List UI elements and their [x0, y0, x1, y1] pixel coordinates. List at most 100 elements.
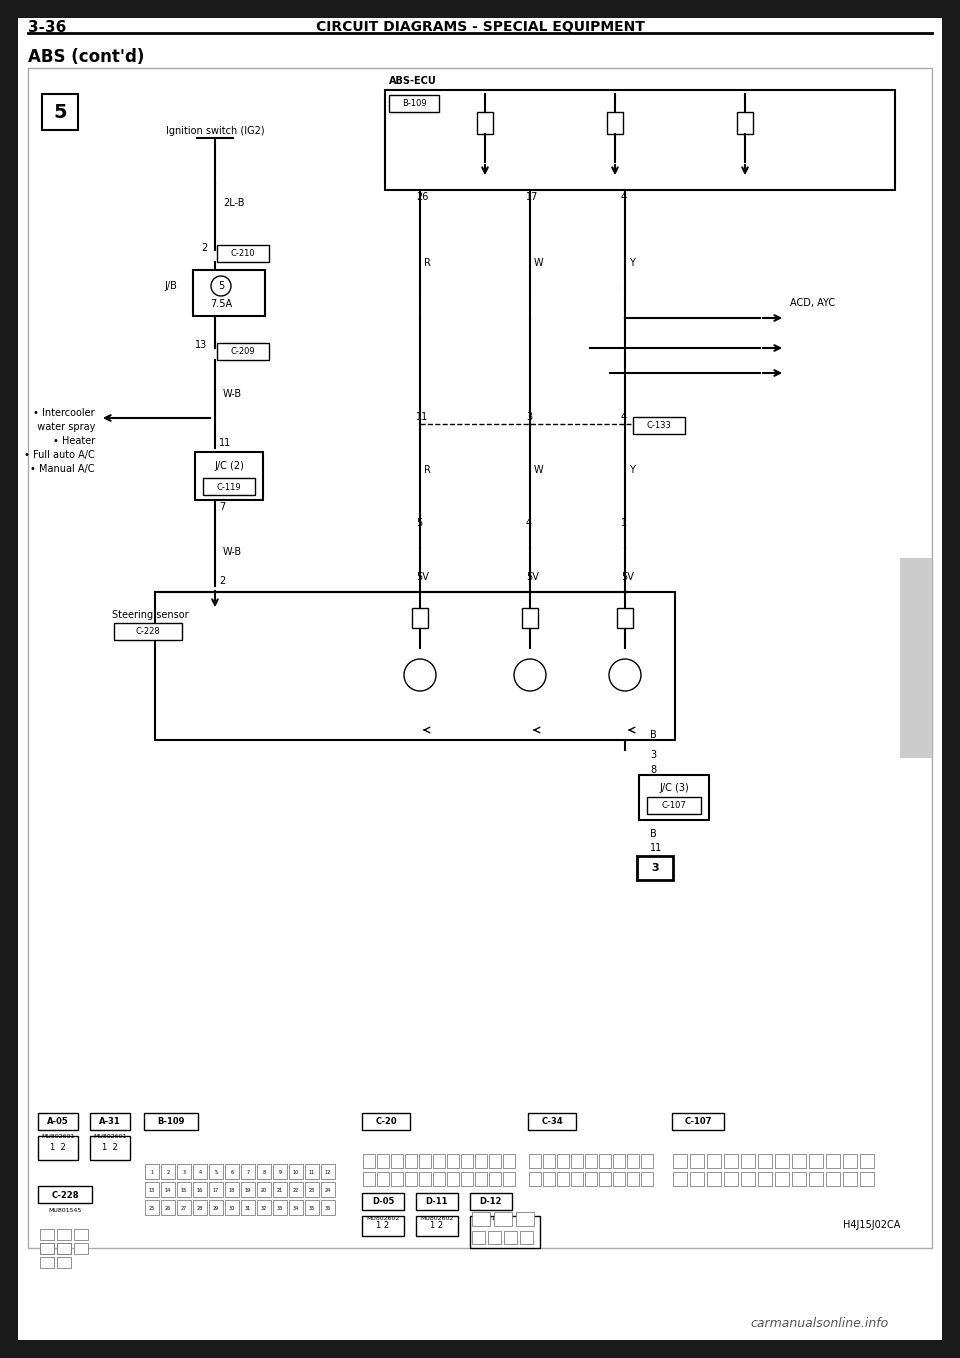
Bar	[321, 1181, 335, 1196]
Bar	[489, 1172, 501, 1186]
Bar	[775, 1172, 789, 1186]
Bar	[489, 1154, 501, 1168]
Bar	[503, 1154, 515, 1168]
Text: W-B: W-B	[223, 547, 242, 557]
Bar	[641, 1154, 653, 1168]
Text: 3: 3	[182, 1169, 185, 1175]
Bar	[724, 1172, 738, 1186]
Bar	[321, 1164, 335, 1179]
Text: B: B	[650, 828, 657, 839]
Text: A-05: A-05	[47, 1118, 69, 1127]
Bar	[385, 90, 895, 190]
Bar	[809, 1172, 823, 1186]
Text: 13: 13	[195, 340, 207, 350]
Bar	[145, 1164, 159, 1179]
Bar	[416, 1192, 458, 1210]
Bar	[641, 1172, 653, 1186]
Text: 2L-B: 2L-B	[223, 198, 245, 208]
Bar	[305, 1181, 319, 1196]
Bar	[557, 1154, 569, 1168]
Bar	[257, 1181, 271, 1196]
Bar	[792, 1154, 806, 1168]
Bar	[161, 1181, 175, 1196]
Text: 17: 17	[526, 191, 539, 202]
Text: 5V: 5V	[416, 572, 429, 583]
Text: 11: 11	[309, 1169, 315, 1175]
Text: MU802602: MU802602	[420, 1215, 454, 1221]
Bar	[627, 1172, 639, 1186]
Text: 11: 11	[416, 411, 428, 422]
Bar	[40, 1243, 54, 1253]
Text: 7: 7	[247, 1169, 250, 1175]
Text: 5V: 5V	[621, 572, 634, 583]
Text: 18: 18	[228, 1187, 235, 1192]
Text: B: B	[650, 731, 657, 740]
Text: C-228: C-228	[135, 627, 160, 637]
Text: W: W	[534, 464, 543, 475]
Bar	[241, 1164, 255, 1179]
Text: 24: 24	[324, 1187, 331, 1192]
Text: J/C (2): J/C (2)	[214, 460, 244, 471]
Text: 25: 25	[149, 1206, 156, 1210]
Text: 2: 2	[201, 243, 207, 253]
Circle shape	[404, 659, 436, 691]
Text: 14: 14	[165, 1187, 171, 1192]
Text: Ignition switch (IG2): Ignition switch (IG2)	[166, 126, 264, 136]
Bar	[520, 1230, 533, 1244]
Bar	[472, 1230, 485, 1244]
Bar	[503, 1172, 515, 1186]
Bar	[28, 68, 932, 1248]
Bar	[860, 1172, 874, 1186]
Bar	[690, 1172, 704, 1186]
Text: 5: 5	[416, 517, 422, 528]
Bar	[758, 1154, 772, 1168]
Bar	[627, 1154, 639, 1168]
Bar	[637, 856, 673, 880]
Bar	[40, 1229, 54, 1240]
Text: Y: Y	[629, 258, 635, 268]
Bar	[40, 1258, 54, 1268]
Bar	[57, 1243, 71, 1253]
Text: H4J15J02CA: H4J15J02CA	[843, 1219, 900, 1230]
Bar	[707, 1154, 721, 1168]
Text: 6: 6	[230, 1169, 233, 1175]
Text: C-209: C-209	[230, 348, 255, 357]
Text: 4: 4	[526, 517, 532, 528]
Bar	[391, 1154, 403, 1168]
Bar	[494, 1211, 512, 1226]
Bar	[193, 270, 265, 316]
Bar	[843, 1154, 857, 1168]
Text: R: R	[424, 258, 431, 268]
Bar	[90, 1114, 130, 1130]
Text: 1 2: 1 2	[430, 1221, 444, 1230]
Bar	[639, 775, 709, 820]
Bar	[758, 1172, 772, 1186]
Text: 23: 23	[309, 1187, 315, 1192]
Text: 22: 22	[293, 1187, 300, 1192]
Bar	[447, 1172, 459, 1186]
Text: 34: 34	[293, 1206, 300, 1210]
Bar	[363, 1172, 375, 1186]
Bar	[305, 1200, 319, 1215]
Bar	[585, 1154, 597, 1168]
Bar	[289, 1200, 303, 1215]
Bar	[461, 1154, 473, 1168]
Bar	[177, 1200, 191, 1215]
Text: 20: 20	[261, 1187, 267, 1192]
Bar	[38, 1114, 78, 1130]
Text: 27: 27	[180, 1206, 187, 1210]
Bar	[741, 1154, 755, 1168]
Bar	[74, 1243, 88, 1253]
Bar	[599, 1172, 611, 1186]
Bar	[389, 95, 439, 111]
Text: D-05: D-05	[372, 1198, 395, 1206]
Bar	[161, 1164, 175, 1179]
Bar	[391, 1172, 403, 1186]
Text: D-12: D-12	[480, 1198, 502, 1206]
Circle shape	[609, 659, 641, 691]
Bar	[40, 1243, 54, 1253]
Bar	[470, 1215, 540, 1248]
Text: ABS-ECU: ABS-ECU	[389, 76, 437, 86]
Text: MU801839: MU801839	[474, 1215, 508, 1221]
Text: B-109: B-109	[401, 99, 426, 109]
